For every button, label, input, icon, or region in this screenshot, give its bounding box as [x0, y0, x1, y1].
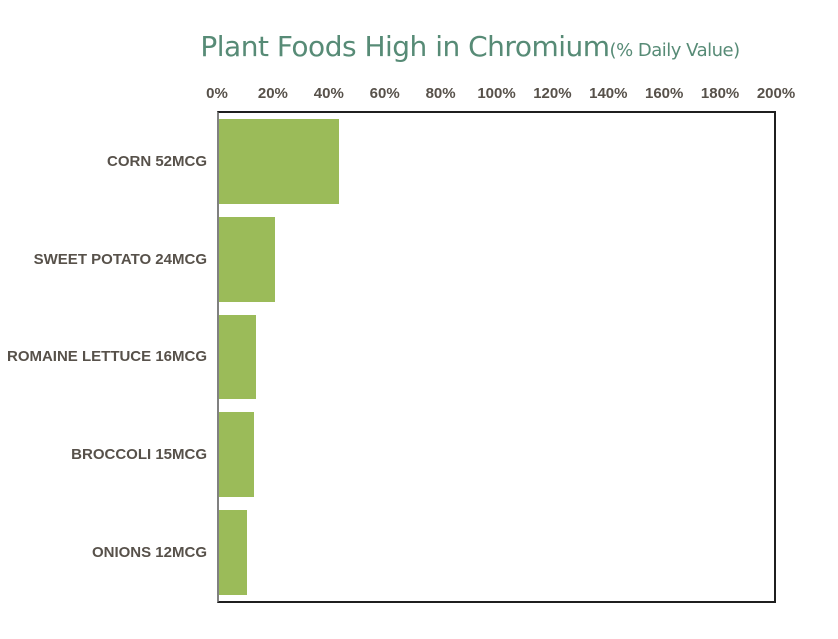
bar [219, 412, 254, 498]
x-axis-tick-label: 120% [533, 85, 572, 102]
chart-title: Plant Foods High in Chromium(% Daily Val… [102, 30, 838, 63]
x-axis-tick-label: 140% [589, 85, 628, 102]
x-axis: 0% 20% 40% 60% 80% 100% 120% 140% 160% 180% 200% [206, 84, 795, 104]
bar [219, 509, 247, 595]
bar-row: CORN 52MCG [107, 113, 774, 211]
x-axis-tick-label: 0% [206, 85, 228, 102]
category-label: CORN 52MCG [106, 153, 207, 171]
bar-row: ROMAINE LETTUCE 16MCG [7, 308, 774, 406]
bar-row: BROCCOLI 15MCG [71, 406, 774, 504]
x-axis-tick-label: 200% [756, 85, 796, 102]
x-axis-tick-label: 80% [425, 85, 456, 102]
x-axis-tick-label: 40% [313, 85, 344, 102]
category-label: BROCCOLI 15MCG [71, 446, 207, 464]
bar-row: ONIONS 12MCG [92, 503, 774, 601]
bar [219, 314, 256, 400]
bar [219, 216, 275, 302]
x-axis-tick-label: 100% [477, 85, 516, 102]
bar [219, 119, 340, 205]
x-axis-tick-label: 60% [369, 85, 400, 102]
x-axis-tick-label: 180% [700, 85, 740, 102]
plot-area: CORN 52MCG SWEET POTATO 24MCG ROMAINE LETT… [7, 111, 776, 603]
category-label: SWEET POTATO 24MCG [33, 250, 207, 268]
x-axis-tick-label: 160% [645, 85, 684, 102]
category-label: ROMAINE LETTUCE 16MCG [6, 348, 207, 366]
x-axis-tick-label: 20% [257, 85, 288, 102]
chart-title-main: Plant Foods High in Chromium [200, 30, 610, 63]
category-label: ONIONS 12MCG [91, 543, 207, 561]
bar-row: SWEET POTATO 24MCG [34, 211, 774, 309]
chart-title-suffix: (% Daily Value) [609, 40, 741, 61]
